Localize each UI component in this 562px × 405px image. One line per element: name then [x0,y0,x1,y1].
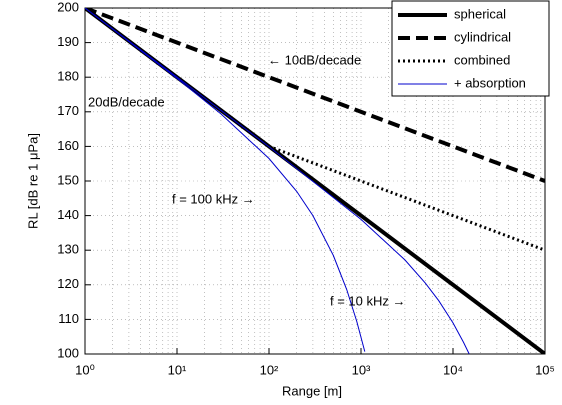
y-tick-label: 100 [57,345,79,360]
legend-label: combined [454,52,510,67]
line-series [85,8,366,352]
annotation: f = 100 kHz → [172,191,255,206]
y-tick-label: 110 [58,311,79,326]
line-series [268,144,545,252]
y-tick-label: 150 [57,172,79,187]
x-tick-label: 10² [260,362,279,377]
x-axis-label: Range [m] [282,383,342,398]
line-series [85,8,545,183]
line-series [85,8,470,354]
x-tick-label: 10⁴ [443,362,463,377]
y-tick-label: 140 [57,207,79,222]
legend-label: + absorption [454,75,526,90]
x-tick-label: 10¹ [168,362,187,377]
x-tick-label: 10³ [352,362,371,377]
y-tick-label: 120 [57,276,79,291]
annotation: ← 10dB/decade [268,52,361,67]
x-tick-label: 10⁵ [535,362,555,377]
y-tick-label: 130 [57,242,79,257]
y-tick-label: 190 [57,34,79,49]
y-tick-label: 200 [57,0,79,14]
legend-label: cylindrical [454,29,511,44]
y-tick-label: 180 [57,69,79,84]
y-tick-label: 170 [57,103,79,118]
annotation: f = 10 kHz → [330,293,406,308]
legend-label: spherical [454,6,506,21]
y-axis-label: RL [dB re 1 μPa] [25,133,40,229]
y-tick-label: 160 [57,138,79,153]
annotation: 20dB/decade [88,94,165,109]
x-tick-label: 10⁰ [75,362,95,377]
